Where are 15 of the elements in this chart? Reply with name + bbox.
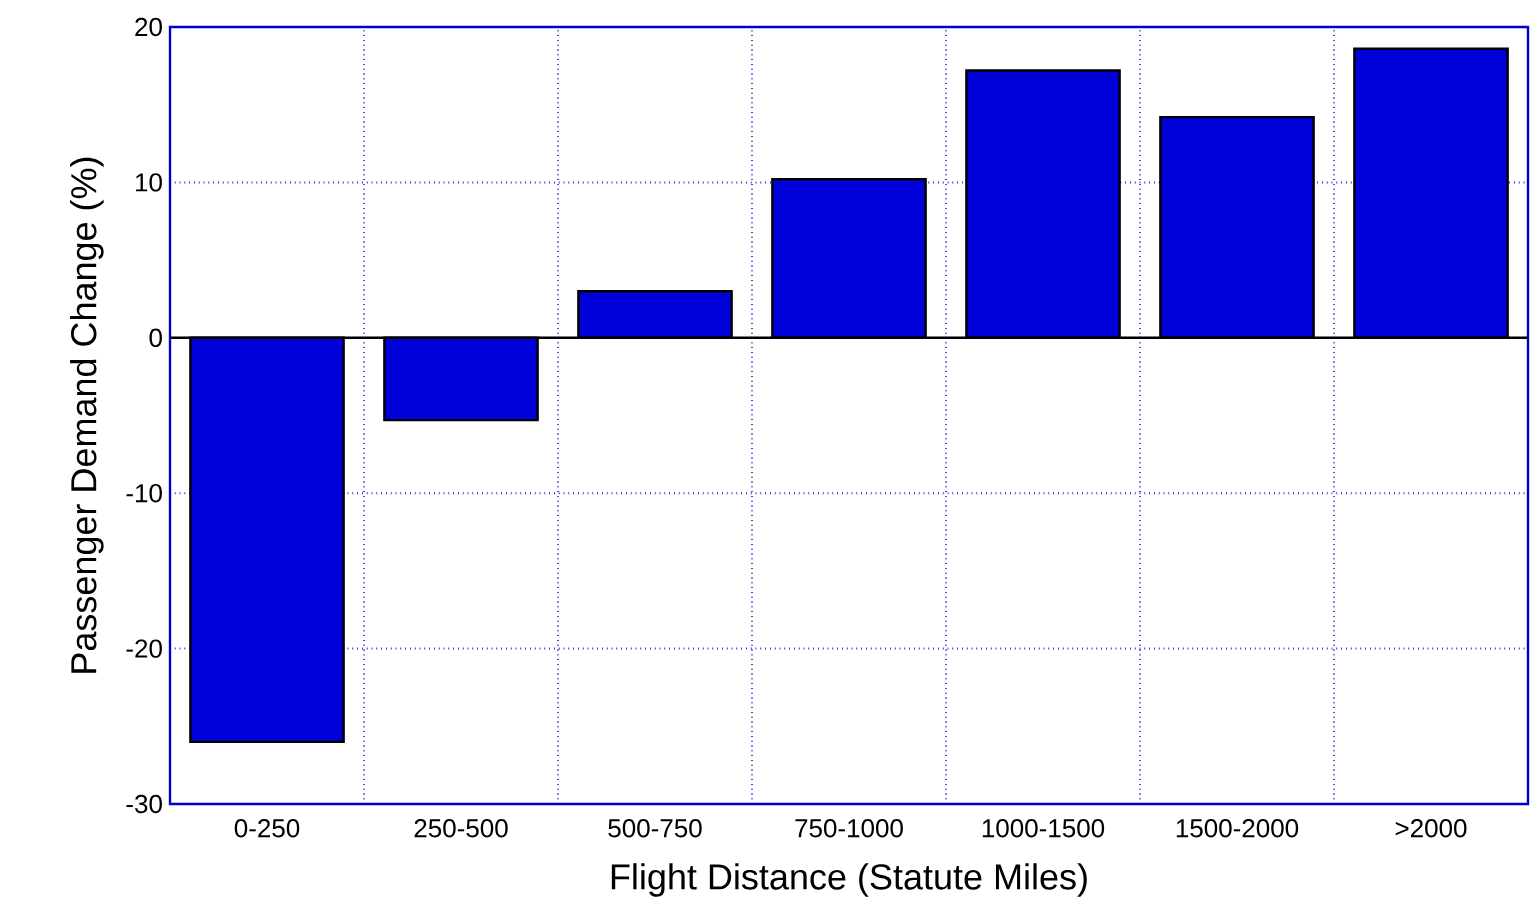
y-tick-label: -20: [126, 639, 162, 658]
y-tick-label: 10: [136, 173, 162, 192]
y-tick-label: 20: [135, 17, 162, 37]
x-axis-title: Flight Distance (Statute Miles): [611, 863, 1087, 897]
y-axis-title: Passenger Demand Change (%): [70, 157, 104, 673]
x-tick-label: 750-1000: [795, 819, 903, 838]
x-tick-label: 250-500: [414, 819, 508, 838]
x-tick-label: 1000-1500: [982, 819, 1105, 838]
x-tick-label: 500-750: [608, 819, 702, 838]
y-tick-label: -10: [126, 483, 162, 503]
x-tick-label: 1500-2000: [1176, 819, 1299, 838]
x-tick-label: 0-250: [234, 819, 300, 838]
x-tick-label: >2000: [1395, 819, 1467, 838]
y-tick-label: 0: [149, 328, 162, 347]
y-tick-label: -30: [126, 794, 162, 814]
